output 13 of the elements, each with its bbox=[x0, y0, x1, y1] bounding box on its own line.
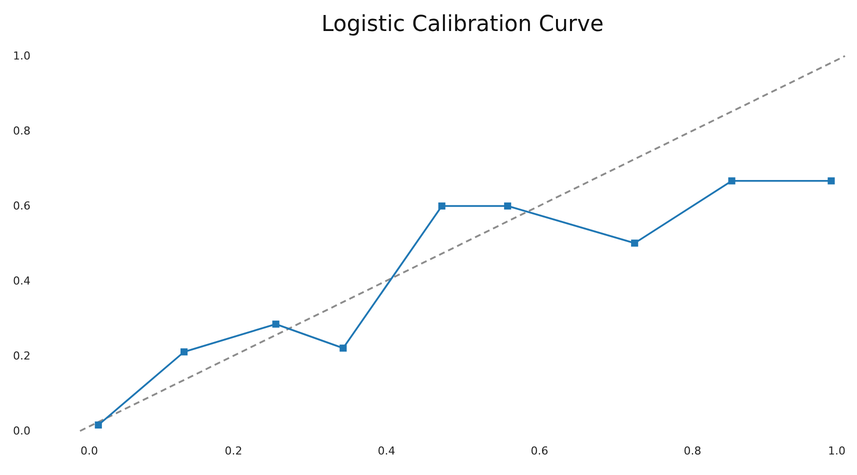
x-tick-label: 0.6 bbox=[530, 444, 548, 458]
y-tick-label: 0.2 bbox=[13, 350, 30, 362]
x-tick-label: 0.0 bbox=[80, 444, 98, 458]
x-tick-label: 0.4 bbox=[378, 444, 396, 458]
x-tick-label: 0.2 bbox=[224, 444, 242, 458]
x-tick-label: 0.8 bbox=[684, 444, 702, 458]
y-tick-label: 0.4 bbox=[13, 274, 30, 288]
chart-title: Logistic Calibration Curve bbox=[321, 12, 604, 37]
y-tick-label: 1.0 bbox=[13, 50, 30, 62]
y-tick-label: 0.0 bbox=[13, 424, 30, 438]
y-tick-label: 0.8 bbox=[13, 124, 30, 138]
x-tick-label: 1.0 bbox=[828, 444, 846, 458]
y-tick-label: 0.6 bbox=[13, 200, 30, 212]
